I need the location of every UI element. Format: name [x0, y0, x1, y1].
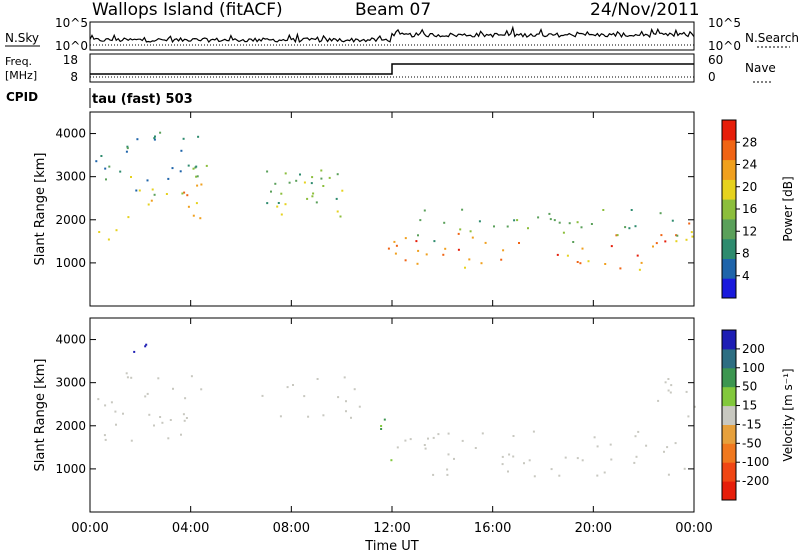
power-cbar-swatch [722, 199, 736, 220]
power-cbar-swatch [722, 139, 736, 161]
velocity-cbar-swatch [722, 348, 736, 369]
velocity-cbar-swatch [722, 405, 736, 425]
power-data-region [95, 131, 694, 271]
nave-tick-bottom: 0 [708, 70, 716, 84]
freq-label-top: Freq. [5, 55, 32, 68]
cpid-label: CPID [6, 90, 38, 104]
velocity-cbar-tick-label: -50 [742, 436, 762, 450]
power-cbar-swatch [722, 258, 736, 279]
velocity-cbar-tick-label: 50 [742, 380, 757, 394]
nsearch-tick-bottom: 10^0 [708, 39, 741, 53]
velocity-cbar-tick-label: 100 [742, 361, 765, 375]
velocity-cbar-swatch [722, 367, 736, 388]
xtick-label: 16:00 [474, 521, 511, 536]
power-cbar-swatch [722, 120, 736, 141]
power-cbar-tick-label: 4 [742, 269, 750, 283]
velocity-ytick-label: 4000 [55, 333, 86, 347]
xtick-label: 04:00 [172, 521, 209, 536]
nsearch-tick-top: 10^5 [708, 16, 741, 30]
power-cbar-tick-label: 24 [742, 158, 757, 172]
velocity-panel-frame [89, 317, 695, 513]
date-title: 24/Nov/2011 [590, 0, 700, 20]
velocity-ytick-label: 2000 [55, 419, 86, 433]
velocity-cbar-tick-label: 200 [742, 342, 765, 356]
nsearch-label: N.Search [745, 31, 799, 45]
velocity-cbar-frame [721, 329, 737, 501]
velocity-cbar-swatch [722, 386, 736, 407]
xaxis-label: Time UT [364, 539, 418, 554]
velocity-cbar-swatch [722, 424, 736, 444]
velocity-cbar-swatch [722, 330, 736, 350]
power-cbar-tick-label: 12 [742, 224, 757, 238]
cpid-value: tau (fast) 503 [92, 92, 193, 107]
power-ytick-label: 1000 [55, 256, 86, 270]
velocity-cbar-tick-label: -200 [742, 474, 769, 488]
velocity-cbar-tick-label: -15 [742, 417, 762, 431]
power-ytick-label: 2000 [55, 213, 86, 227]
beam-title: Beam 07 [355, 0, 432, 20]
power-cbar-tick-label: 8 [742, 247, 750, 261]
power-ylabel: Slant Range [km] [33, 153, 48, 266]
nave-tick-top: 60 [708, 53, 723, 67]
xtick-label: 00:00 [71, 521, 108, 536]
power-ytick-label: 4000 [55, 127, 86, 141]
velocity-cbar-swatch [722, 462, 736, 482]
velocity-cbar-tick-label: 15 [742, 399, 757, 413]
velocity-ylabel: Slant Range [km] [33, 359, 48, 472]
freq-tick-bottom: 8 [70, 70, 78, 84]
nsky-tick-top: 10^5 [55, 16, 88, 30]
power-cbar-swatch [722, 218, 736, 240]
power-ytick-label: 3000 [55, 170, 86, 184]
freq-trace [90, 63, 694, 75]
velocity-cbar-swatch [722, 443, 736, 463]
site-title: Wallops Island (fitACF) [92, 0, 283, 20]
nsky-trace [89, 25, 695, 44]
velocity-ytick-label: 1000 [55, 462, 86, 476]
xtick-label: 00:00 [675, 521, 712, 536]
power-cbar-swatch [722, 278, 736, 299]
freq-tick-top: 18 [63, 53, 78, 67]
power-cbar-label: Power [dB] [781, 176, 795, 241]
xtick-label: 12:00 [373, 521, 410, 536]
power-cbar-tick-label: 28 [742, 135, 757, 149]
nsky-label: N.Sky [5, 31, 39, 45]
velocity-cbar-label: Velocity [m s⁻¹] [781, 368, 795, 461]
xtick-label: 20:00 [575, 521, 612, 536]
freq-strip-frame [89, 53, 695, 83]
power-cbar-swatch [722, 179, 736, 200]
power-cbar-tick-label: 20 [742, 180, 757, 194]
power-cbar-tick-label: 16 [742, 202, 757, 216]
power-cbar-swatch [722, 238, 736, 259]
velocity-cbar-tick-label: -100 [742, 455, 769, 469]
freq-label-bottom: [MHz] [5, 69, 37, 82]
nsky-tick-bottom: 10^0 [55, 39, 88, 53]
power-cbar-swatch [722, 159, 736, 180]
xtick-label: 08:00 [273, 521, 310, 536]
velocity-ytick-label: 3000 [55, 376, 86, 390]
velocity-data-region [97, 343, 696, 478]
velocity-cbar-swatch [722, 481, 736, 501]
nave-label: Nave [745, 61, 776, 75]
